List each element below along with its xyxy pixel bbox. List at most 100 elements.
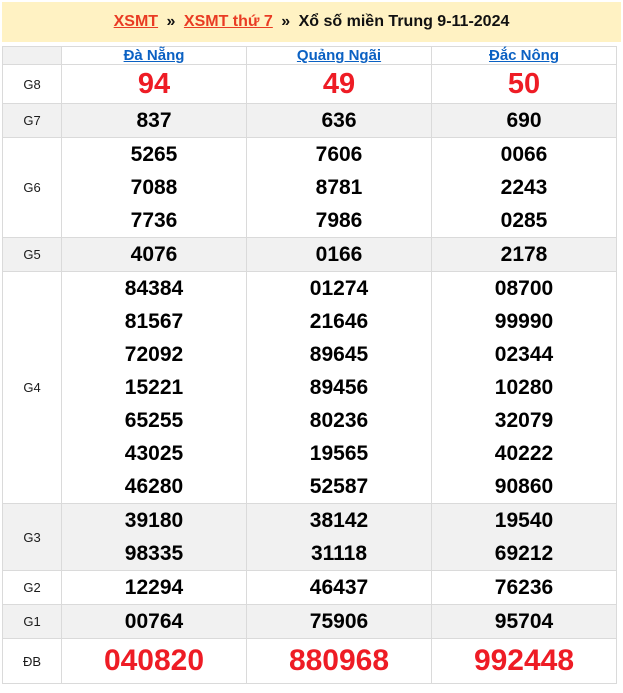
prize-cell: 94	[61, 64, 247, 104]
prize-number: 4076	[130, 243, 178, 266]
prize-cell: 636	[246, 103, 432, 138]
prize-number: 040820	[103, 644, 205, 677]
prize-number: 7736	[130, 209, 178, 232]
row-label: G1	[2, 604, 62, 639]
results-table: Đà Nẵng Quảng Ngãi Đắc Nông G8 94 49 50 G7 83…	[2, 46, 617, 684]
prize-number: 43025	[124, 442, 184, 465]
prize-number: 00764	[124, 610, 184, 633]
prize-cell: 040820	[61, 638, 247, 684]
prize-cell: 2178	[431, 237, 617, 272]
prize-cell: 49	[246, 64, 432, 104]
prize-row-g6: G6 5265 7088 7736 7606 8781 7986 0066 2243 0285	[2, 137, 617, 238]
prize-number: 19540	[494, 509, 554, 532]
prize-number: 19565	[309, 442, 369, 465]
prize-number: 32079	[494, 409, 554, 432]
prize-number: 992448	[473, 644, 575, 677]
prize-row-đb: ĐB 040820 880968 992448	[2, 638, 617, 684]
prize-number: 81567	[124, 310, 184, 333]
prize-number: 15221	[124, 376, 184, 399]
prize-number: 89645	[309, 343, 369, 366]
prize-number: 46437	[309, 576, 369, 599]
prize-number: 39180	[124, 509, 184, 532]
prize-row-g5: G5 4076 0166 2178	[2, 237, 617, 272]
prize-number: 12294	[124, 576, 184, 599]
prize-number: 84384	[124, 277, 184, 300]
prize-number: 52587	[309, 475, 369, 498]
breadcrumb-link-xsmt[interactable]: XSMT	[113, 13, 159, 30]
breadcrumb-current: Xổ số miền Trung 9-11-2024	[298, 13, 510, 30]
prize-number: 01274	[309, 277, 369, 300]
prize-cell: 4076	[61, 237, 247, 272]
prize-cell: 0066 2243 0285	[431, 137, 617, 238]
prize-number: 10280	[494, 376, 554, 399]
prize-cell: 5265 7088 7736	[61, 137, 247, 238]
prize-number: 80236	[309, 409, 369, 432]
breadcrumb-link-xsmt-thu-7[interactable]: XSMT thứ 7	[183, 13, 273, 30]
prize-cell: 19540 69212	[431, 503, 617, 571]
prize-number: 31118	[310, 542, 368, 565]
corner-cell	[2, 46, 62, 65]
row-label: G6	[2, 137, 62, 238]
row-label: G2	[2, 570, 62, 605]
prize-row-g2: G2 12294 46437 76236	[2, 570, 617, 605]
prize-cell: 95704	[431, 604, 617, 639]
prize-row-g3: G3 39180 98335 38142 31118 19540 69212	[2, 503, 617, 571]
prize-number: 98335	[124, 542, 184, 565]
prize-row-g8: G8 94 49 50	[2, 64, 617, 104]
row-label: G8	[2, 64, 62, 104]
prize-cell: 837	[61, 103, 247, 138]
province-link-quang-ngai[interactable]: Quảng Ngãi	[296, 47, 382, 64]
prize-row-g1: G1 00764 75906 95704	[2, 604, 617, 639]
prize-cell: 880968	[246, 638, 432, 684]
row-label: ĐB	[2, 638, 62, 684]
prize-number: 40222	[494, 442, 554, 465]
prize-cell: 992448	[431, 638, 617, 684]
prize-number: 880968	[288, 644, 390, 677]
prize-number: 0285	[500, 209, 548, 232]
prize-number: 21646	[309, 310, 369, 333]
prize-row-g4: G4 84384 81567 72092 15221 65255 43025 46280 012…	[2, 271, 617, 504]
prize-cell: 0166	[246, 237, 432, 272]
prize-number: 690	[506, 109, 542, 132]
breadcrumb: XSMT » XSMT thứ 7 » Xổ số miền Trung 9-1…	[2, 2, 621, 42]
header-row: Đà Nẵng Quảng Ngãi Đắc Nông	[2, 46, 617, 65]
prize-cell: 01274 21646 89645 89456 80236 19565 52587	[246, 271, 432, 504]
row-label: G7	[2, 103, 62, 138]
prize-number: 76236	[494, 576, 554, 599]
prize-number: 69212	[494, 542, 554, 565]
prize-cell: 39180 98335	[61, 503, 247, 571]
prize-number: 7606	[315, 143, 363, 166]
prize-cell: 76236	[431, 570, 617, 605]
province-link-dac-nong[interactable]: Đắc Nông	[488, 47, 559, 64]
prize-number: 38142	[309, 509, 369, 532]
prize-cell: 7606 8781 7986	[246, 137, 432, 238]
prize-cell: 75906	[246, 604, 432, 639]
row-label: G4	[2, 271, 62, 504]
province-link-da-nang[interactable]: Đà Nẵng	[123, 47, 185, 64]
prize-number: 02344	[494, 343, 554, 366]
prize-cell: 38142 31118	[246, 503, 432, 571]
prize-number: 2243	[500, 176, 548, 199]
prize-number: 7088	[130, 176, 178, 199]
prize-cell: 690	[431, 103, 617, 138]
prize-cell: 12294	[61, 570, 247, 605]
prize-number: 95704	[494, 610, 554, 633]
prize-number: 75906	[309, 610, 369, 633]
prize-cell: 08700 99990 02344 10280 32079 40222 90860	[431, 271, 617, 504]
prize-row-g7: G7 837 636 690	[2, 103, 617, 138]
prize-number: 2178	[500, 243, 548, 266]
prize-number: 837	[136, 109, 172, 132]
column-header-quang-ngai: Quảng Ngãi	[246, 46, 432, 65]
breadcrumb-separator: »	[166, 13, 176, 30]
prize-number: 0166	[315, 243, 363, 266]
prize-number: 46280	[124, 475, 184, 498]
column-header-dac-nong: Đắc Nông	[431, 46, 617, 65]
prize-number: 99990	[494, 310, 554, 333]
prize-number: 636	[321, 109, 357, 132]
prize-number: 7986	[315, 209, 363, 232]
prize-number: 49	[322, 68, 356, 100]
prize-number: 8781	[315, 176, 363, 199]
prize-cell: 00764	[61, 604, 247, 639]
prize-number: 72092	[124, 343, 184, 366]
